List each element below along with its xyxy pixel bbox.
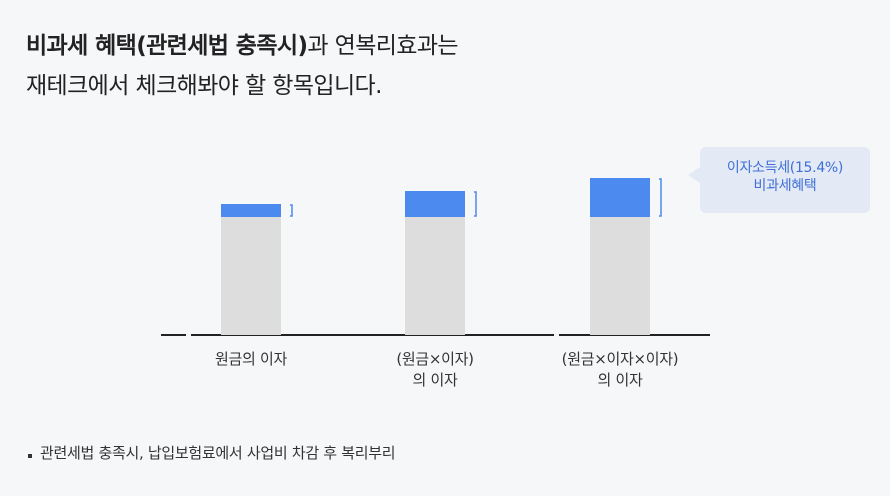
page-title: 비과세 혜택(관련세법 충족시)과 연복리효과는 재테크에서 체크해봐야 할 항… <box>26 26 459 106</box>
bar-2-series-0 <box>590 217 650 335</box>
x-label-0-line-0: 원금의 이자 <box>215 350 287 368</box>
bar-1-series-0 <box>405 217 465 335</box>
bracket-2 <box>659 178 662 217</box>
footnote: 관련세법 충족시, 납입보험료에서 사업비 차감 후 복리부리 <box>28 442 396 463</box>
bar-0-series-0 <box>221 217 281 335</box>
x-label-1: (원금×이자) 의 이자 <box>345 349 525 391</box>
title-line-1: 비과세 혜택(관련세법 충족시)과 연복리효과는 <box>26 26 459 66</box>
x-label-1-line-1: 의 이자 <box>412 371 458 389</box>
bracket-0 <box>290 204 293 217</box>
bar-2-series-1 <box>590 178 650 217</box>
title-line-2: 재테크에서 체크해봐야 할 항목입니다. <box>26 73 382 99</box>
x-label-2-line-0: (원금×이자×이자) <box>561 350 679 368</box>
footnote-text: 관련세법 충족시, 납입보험료에서 사업비 차감 후 복리부리 <box>40 444 396 462</box>
bar-1-series-1 <box>405 191 465 217</box>
x-label-0: 원금의 이자 <box>161 349 341 370</box>
callout-line-1: 이자소득세(15.4%) <box>726 160 844 176</box>
x-label-2-line-1: 의 이자 <box>597 371 643 389</box>
title-bold-text: 비과세 혜택(관련세법 충족시) <box>26 33 308 59</box>
callout-line-2: 비과세혜택 <box>753 178 817 194</box>
bullet-icon <box>28 453 32 458</box>
tax-benefit-callout: 이자소득세(15.4%) 비과세혜택 <box>688 147 870 213</box>
bar-0-series-1 <box>221 204 281 217</box>
x-label-2: (원금×이자×이자) 의 이자 <box>530 349 710 391</box>
title-rest-text: 과 연복리효과는 <box>307 33 458 59</box>
x-label-1-line-0: (원금×이자) <box>396 350 474 368</box>
bracket-1 <box>474 191 477 217</box>
